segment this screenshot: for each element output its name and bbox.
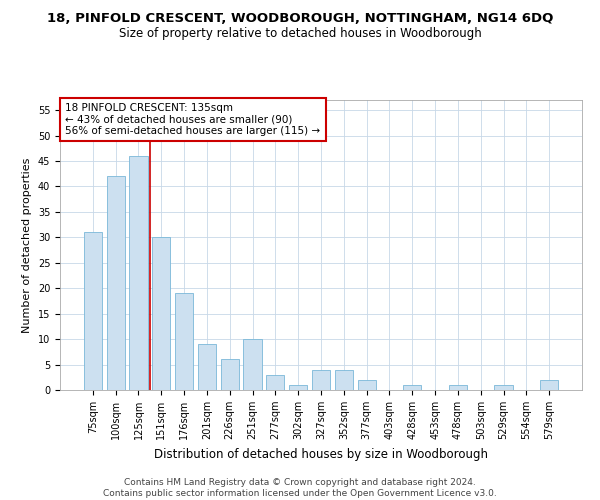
Bar	[540, 380, 558, 390]
Bar	[289, 385, 307, 390]
Bar	[449, 385, 467, 390]
Bar	[198, 344, 216, 390]
Bar	[175, 294, 193, 390]
Bar	[266, 374, 284, 390]
Bar	[335, 370, 353, 390]
Bar	[107, 176, 125, 390]
Bar	[130, 156, 148, 390]
X-axis label: Distribution of detached houses by size in Woodborough: Distribution of detached houses by size …	[154, 448, 488, 460]
Bar	[312, 370, 330, 390]
Bar	[403, 385, 421, 390]
Text: 18 PINFOLD CRESCENT: 135sqm
← 43% of detached houses are smaller (90)
56% of sem: 18 PINFOLD CRESCENT: 135sqm ← 43% of det…	[65, 103, 320, 136]
Bar	[84, 232, 102, 390]
Bar	[494, 385, 512, 390]
Bar	[221, 360, 239, 390]
Bar	[244, 339, 262, 390]
Bar	[152, 238, 170, 390]
Text: Contains HM Land Registry data © Crown copyright and database right 2024.
Contai: Contains HM Land Registry data © Crown c…	[103, 478, 497, 498]
Text: 18, PINFOLD CRESCENT, WOODBOROUGH, NOTTINGHAM, NG14 6DQ: 18, PINFOLD CRESCENT, WOODBOROUGH, NOTTI…	[47, 12, 553, 26]
Y-axis label: Number of detached properties: Number of detached properties	[22, 158, 32, 332]
Text: Size of property relative to detached houses in Woodborough: Size of property relative to detached ho…	[119, 28, 481, 40]
Bar	[358, 380, 376, 390]
